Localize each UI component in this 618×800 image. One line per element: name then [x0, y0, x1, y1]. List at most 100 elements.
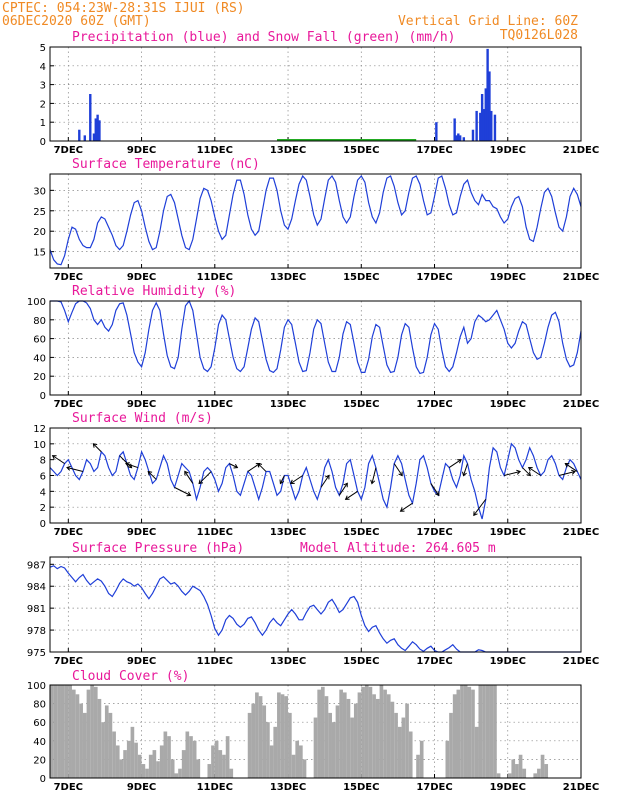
wind-y-tick-label: 2: [40, 503, 46, 514]
cloud-cover-bar: [328, 712, 332, 778]
precip-x-tick-label: 15DEC: [343, 145, 379, 156]
wind-vector: [125, 463, 139, 469]
precip-bar: [92, 133, 96, 141]
wind-vector: [430, 483, 440, 496]
pressure-x-tick-label: 19DEC: [490, 656, 526, 667]
wind-vector-head: [516, 469, 522, 475]
temperature-y-tick-label: 15: [33, 248, 46, 259]
wind-vector: [290, 475, 303, 484]
cloud-cover-bar: [97, 698, 102, 778]
wind-vector-head: [571, 469, 576, 475]
precip-bar: [89, 94, 92, 141]
precip-bar: [479, 112, 482, 141]
wind-vector-head: [343, 482, 348, 488]
cloud-cover-bar: [82, 712, 87, 778]
cloud-cover-bar: [416, 754, 420, 778]
cloud-cover-bar: [460, 685, 464, 778]
cloud-y-tick-label: 40: [33, 737, 46, 748]
cloud-cover-bar: [317, 689, 321, 778]
precip-bar: [480, 94, 484, 141]
pressure-x-tick-label: 17DEC: [416, 656, 452, 667]
wind-vector: [558, 471, 576, 476]
precip-bar: [486, 48, 489, 141]
cloud-cover-bar: [262, 705, 267, 778]
header-date: 06DEC2020 60Z (GMT): [2, 14, 151, 29]
cloud-cover-bar: [474, 726, 479, 778]
wind-vector: [119, 455, 132, 469]
precip-bar: [458, 135, 462, 141]
temperature-panel-title: Surface Temperature (nC): [72, 157, 260, 172]
precip-panel-title: Precipitation (blue) and Snow Fall (gree…: [72, 30, 456, 45]
wind-vector-head: [147, 470, 153, 476]
cloud-cover-bar: [288, 712, 292, 778]
cloud-cover-bar: [507, 773, 512, 778]
humidity-x-tick-label: 19DEC: [490, 399, 526, 410]
wind-x-tick-label: 13DEC: [270, 527, 306, 538]
wind-vector-head: [398, 471, 403, 477]
precip-bar: [96, 114, 99, 141]
cloud-cover-bar: [68, 685, 72, 778]
wind-vector-head: [279, 479, 285, 485]
cloud-cover-bar: [331, 722, 336, 778]
wind-y-tick-label: 10: [33, 440, 46, 451]
humidity-x-tick-label: 9DEC: [127, 399, 156, 410]
cloud-x-tick-label: 21DEC: [563, 782, 599, 793]
wind-vector-head: [399, 507, 405, 512]
wind-vector-head: [473, 511, 478, 517]
cloud-cover-bar: [342, 692, 347, 778]
cloud-cover-bar: [273, 726, 278, 778]
cloud-y-tick-label: 80: [33, 700, 46, 711]
wind-vector-head: [526, 471, 532, 477]
cloud-cover-bar: [511, 759, 516, 778]
wind-vector: [279, 475, 285, 484]
wind-vector: [565, 463, 578, 472]
humidity-x-tick-label: 15DEC: [343, 399, 379, 410]
pressure-x-tick-label: 9DEC: [127, 656, 156, 667]
header-grid-line-note: Vertical Grid Line: 60Z: [398, 14, 578, 29]
cloud-cover-bar: [64, 685, 69, 778]
temperature-x-tick-label: 17DEC: [416, 272, 452, 283]
cloud-cover-bar: [167, 736, 171, 778]
cloud-cover-bar: [353, 703, 358, 778]
cloud-cover-bar: [251, 703, 256, 778]
cloud-cover-bar: [335, 705, 340, 778]
cloud-cover-bar: [50, 685, 54, 778]
cloud-x-tick-label: 15DEC: [343, 782, 379, 793]
cloud-cover-bar: [533, 773, 538, 778]
humidity-y-tick-label: 20: [33, 372, 46, 383]
humidity-y-tick-label: 100: [27, 297, 46, 308]
pressure-x-tick-label: 11DEC: [197, 656, 233, 667]
precip-bar: [484, 88, 487, 141]
cloud-cover-bar: [544, 764, 549, 778]
model-altitude-label: Model Altitude: 264.605 m: [300, 541, 496, 556]
precip-x-tick-label: 13DEC: [270, 145, 306, 156]
temperature-x-tick-label: 15DEC: [343, 272, 379, 283]
precip-bar: [94, 118, 97, 141]
humidity-x-tick-label: 7DEC: [54, 399, 83, 410]
wind-y-tick-label: 12: [33, 424, 46, 435]
temperature-x-tick-label: 7DEC: [54, 272, 83, 283]
precip-x-tick-label: 21DEC: [563, 145, 599, 156]
precip-y-tick-label: 1: [40, 118, 46, 129]
wind-vector-head: [527, 466, 533, 472]
cloud-cover-bar: [302, 759, 307, 778]
wind-vector: [463, 463, 468, 476]
pressure-x-tick-label: 15DEC: [343, 656, 379, 667]
cloud-cover-bar: [181, 750, 186, 778]
cloud-cover-bar: [485, 685, 490, 778]
wind-vector-head: [435, 491, 440, 497]
cloud-cover-bar: [134, 742, 138, 778]
wind-vector-head: [564, 462, 570, 468]
temperature-x-tick-label: 19DEC: [490, 272, 526, 283]
cloud-cover-bar: [185, 731, 190, 778]
cloud-cover-bar: [225, 736, 230, 778]
cloud-cover-bar: [368, 686, 373, 778]
cloud-cover-bar: [255, 692, 259, 778]
humidity-line: [50, 299, 582, 375]
cloud-cover-bar: [266, 722, 270, 778]
wind-vector-head: [370, 479, 376, 485]
cloud-cover-bar: [277, 692, 281, 778]
wind-vector-head: [462, 471, 467, 477]
cloud-cover-bar: [130, 726, 135, 778]
cloud-x-tick-label: 19DEC: [490, 782, 526, 793]
